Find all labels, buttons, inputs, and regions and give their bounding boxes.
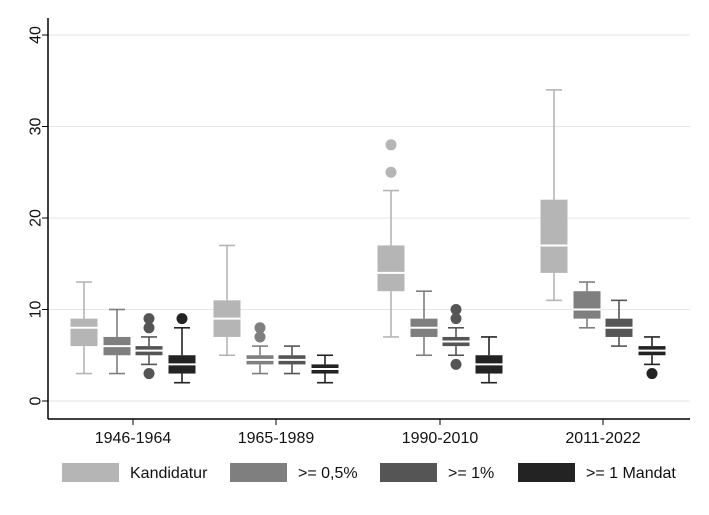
box-3-1 bbox=[135, 313, 163, 380]
y-tick-label: 20 bbox=[28, 209, 45, 227]
legend: Kandidatur >= 0,5% >= 1% >= 1 Mandat bbox=[62, 463, 676, 482]
box-1-3 bbox=[377, 139, 405, 338]
boxes bbox=[70, 89, 666, 384]
legend-label: >= 0,5% bbox=[298, 465, 358, 482]
outlier-point bbox=[143, 368, 155, 380]
y-tick-label: 0 bbox=[28, 396, 45, 405]
box-iqr bbox=[540, 199, 568, 273]
legend-item: >= 0,5% bbox=[230, 463, 358, 482]
x-category-labels: 1946-1964 1965-1989 1990-2010 2011-2022 bbox=[95, 419, 641, 447]
box-2-4 bbox=[573, 281, 601, 329]
box-4-2 bbox=[311, 354, 339, 384]
x-category-label: 2011-2022 bbox=[565, 430, 640, 447]
box-4-3 bbox=[475, 336, 503, 384]
y-tick-labels: 0 10 20 30 40 bbox=[28, 26, 48, 405]
outlier-point bbox=[143, 322, 155, 334]
box-2-2 bbox=[246, 322, 274, 375]
legend-label: >= 1 Mandat bbox=[586, 465, 676, 482]
outlier-point bbox=[450, 313, 462, 325]
box-2-1 bbox=[103, 308, 131, 375]
legend-item: >= 1 Mandat bbox=[518, 463, 676, 482]
box-iqr bbox=[573, 291, 601, 319]
x-category-label: 1990-2010 bbox=[402, 430, 479, 447]
x-category-label: 1946-1964 bbox=[95, 430, 172, 447]
box-3-4 bbox=[605, 299, 633, 347]
y-tick-label: 10 bbox=[28, 301, 45, 319]
legend-swatch bbox=[230, 463, 287, 482]
legend-label: >= 1% bbox=[448, 465, 494, 482]
box-3-2 bbox=[278, 345, 306, 375]
box-1-1 bbox=[70, 281, 98, 375]
x-category-label: 1965-1989 bbox=[238, 430, 315, 447]
box-3-3 bbox=[442, 304, 470, 370]
box-4-4 bbox=[638, 336, 666, 380]
box-iqr bbox=[377, 245, 405, 292]
box-4-1 bbox=[168, 313, 196, 384]
box-iqr bbox=[70, 318, 98, 347]
box-1-2 bbox=[213, 244, 241, 357]
legend-item: >= 1% bbox=[380, 463, 494, 482]
grid-lines bbox=[48, 34, 690, 402]
y-tick-label: 40 bbox=[28, 26, 45, 44]
box-2-3 bbox=[410, 290, 438, 357]
legend-swatch bbox=[380, 463, 437, 482]
legend-swatch bbox=[62, 463, 119, 482]
y-tick-label: 30 bbox=[28, 118, 45, 136]
outlier-point bbox=[254, 331, 266, 343]
legend-item: Kandidatur bbox=[62, 463, 208, 482]
box-1-4 bbox=[540, 89, 568, 302]
outlier-point bbox=[385, 139, 397, 151]
outlier-point bbox=[385, 166, 397, 178]
outlier-point bbox=[646, 368, 658, 380]
legend-swatch bbox=[518, 463, 575, 482]
outlier-point bbox=[143, 313, 155, 325]
outlier-point bbox=[450, 358, 462, 370]
legend-label: Kandidatur bbox=[130, 465, 208, 482]
outlier-point bbox=[450, 304, 462, 315]
outlier-point bbox=[254, 322, 266, 334]
outlier-point bbox=[176, 313, 188, 325]
